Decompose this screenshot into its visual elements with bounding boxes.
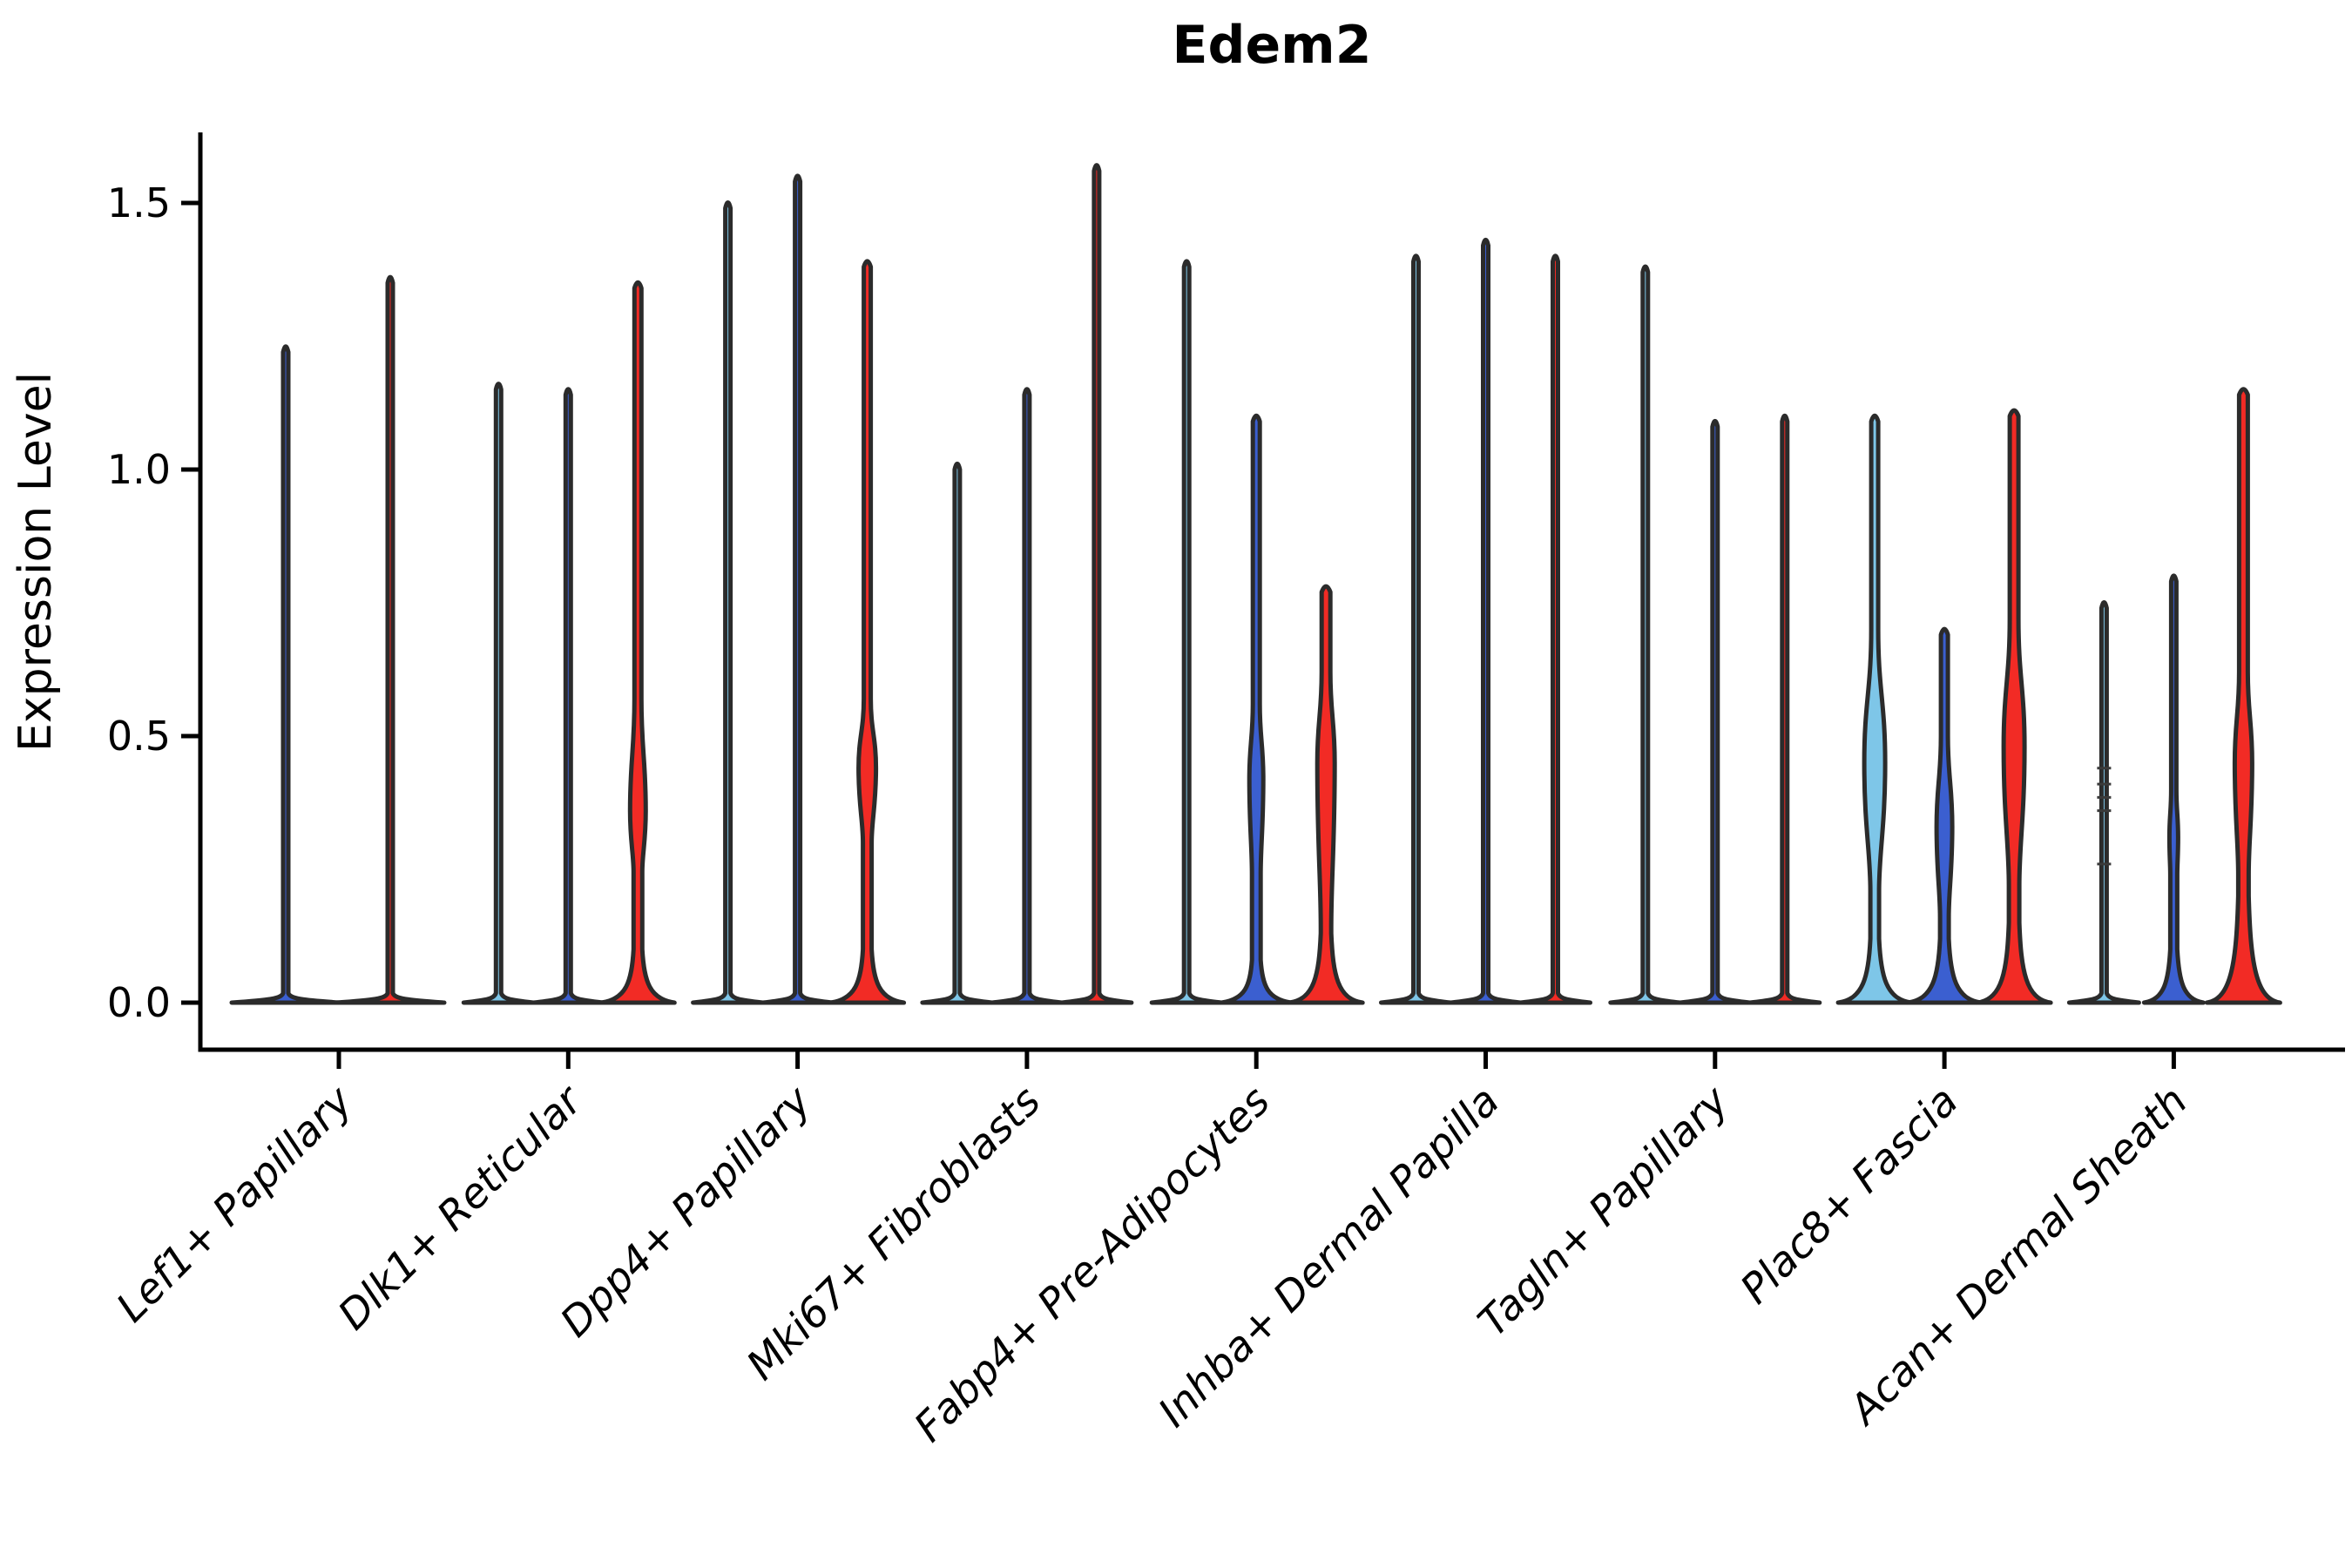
violin-2-1 bbox=[760, 173, 835, 1005]
violin-5-0 bbox=[1379, 253, 1453, 1005]
violin-8-2 bbox=[2204, 387, 2282, 1005]
y-tick-label: 1.5 bbox=[107, 179, 171, 226]
violin-4-2 bbox=[1287, 584, 1365, 1005]
y-tick-label: 0.0 bbox=[107, 979, 171, 1026]
violin-0-0 bbox=[229, 344, 342, 1005]
violin-2-2 bbox=[828, 259, 907, 1005]
violin-7-1 bbox=[1905, 626, 1984, 1005]
violin-3-0 bbox=[920, 461, 995, 1005]
violin-4-1 bbox=[1219, 413, 1294, 1005]
y-axis-label: Expression Level bbox=[10, 372, 62, 752]
violin-2-0 bbox=[691, 200, 766, 1005]
x-category-label-1: Dlk1+ Reticular bbox=[329, 1076, 593, 1340]
y-tick-label: 0.5 bbox=[107, 713, 171, 760]
violin-6-1 bbox=[1678, 418, 1753, 1005]
x-category-label-2: Dpp4+ Papillary bbox=[551, 1077, 821, 1347]
x-category-label-6: Tagln+ Papillary bbox=[1470, 1077, 1740, 1347]
violin-3-1 bbox=[990, 387, 1064, 1005]
x-category-label-0: Lef1+ Papillary bbox=[107, 1077, 362, 1332]
x-category-label-7: Plac8+ Fascia bbox=[1732, 1078, 1968, 1314]
violin-1-2 bbox=[598, 280, 677, 1005]
violin-8-0 bbox=[2066, 600, 2141, 1005]
violin-5-2 bbox=[1518, 253, 1592, 1005]
violin-4-0 bbox=[1149, 259, 1224, 1005]
violin-1-0 bbox=[461, 382, 536, 1005]
violin-8-1 bbox=[2141, 573, 2206, 1005]
violins-layer bbox=[229, 163, 2282, 1005]
chart-title: Edem2 bbox=[1173, 15, 1372, 76]
violin-0-1 bbox=[334, 274, 447, 1005]
violin-6-2 bbox=[1747, 413, 1822, 1005]
violin-3-2 bbox=[1059, 163, 1134, 1005]
violin-7-2 bbox=[1975, 408, 2053, 1005]
violin-5-1 bbox=[1449, 237, 1523, 1005]
violin-7-0 bbox=[1835, 413, 1914, 1005]
violin-6-0 bbox=[1608, 264, 1683, 1005]
axis-spines bbox=[198, 132, 2345, 1052]
y-tick-label: 1.0 bbox=[107, 446, 171, 493]
violin-1-1 bbox=[531, 387, 605, 1005]
